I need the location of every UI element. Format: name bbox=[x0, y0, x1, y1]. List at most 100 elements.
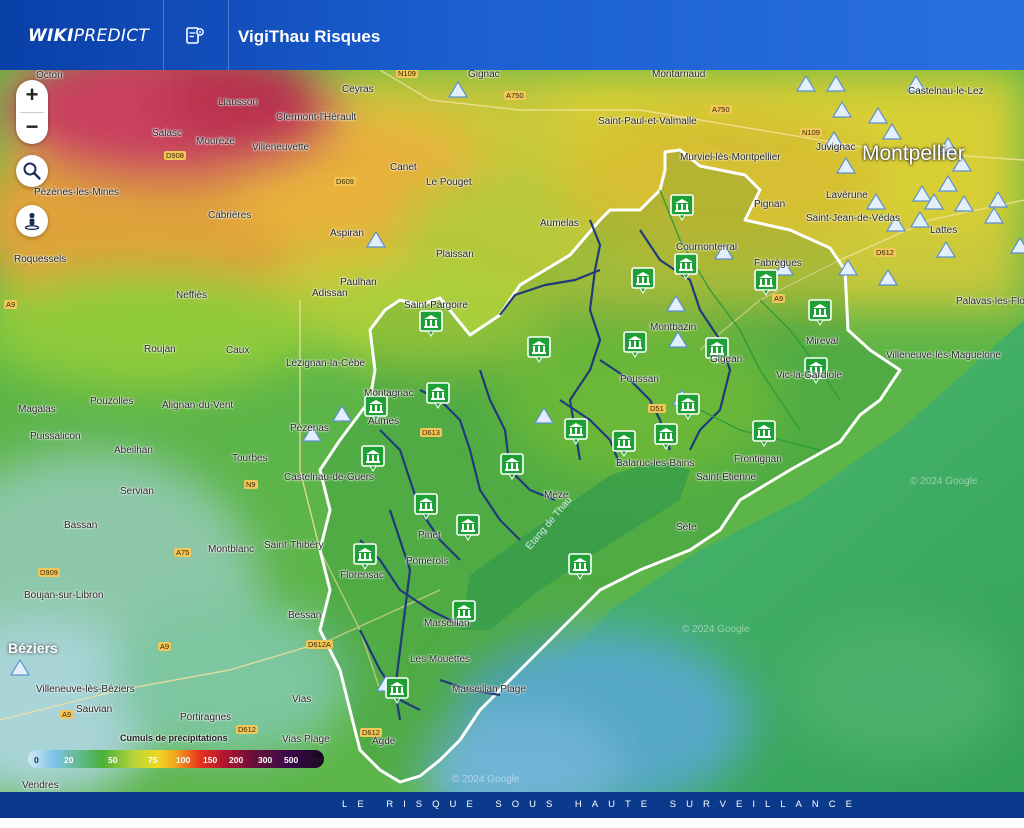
map-view[interactable]: © 2024 Google © 2024 Google © 2024 Googl… bbox=[0, 70, 1024, 792]
warning-triangle-icon[interactable] bbox=[951, 154, 973, 172]
warning-triangle-icon[interactable] bbox=[905, 74, 927, 92]
building-station-icon[interactable] bbox=[612, 430, 636, 457]
warning-triangle-icon[interactable] bbox=[365, 230, 387, 248]
building-station-icon[interactable] bbox=[623, 331, 647, 358]
building-station-icon[interactable] bbox=[419, 310, 443, 337]
warning-triangle-icon[interactable] bbox=[865, 192, 887, 210]
road-label: N109 bbox=[800, 128, 822, 137]
building-station-icon[interactable] bbox=[705, 337, 729, 364]
warning-triangle-icon[interactable] bbox=[9, 658, 31, 676]
warning-triangle-icon[interactable] bbox=[837, 258, 859, 276]
place-label: Villeneuve-lès-Béziers bbox=[36, 684, 135, 695]
place-label: Frontignan bbox=[734, 454, 782, 465]
warning-triangle-icon[interactable] bbox=[667, 330, 689, 348]
warning-triangle-icon[interactable] bbox=[983, 206, 1005, 224]
warning-triangle-icon[interactable] bbox=[795, 74, 817, 92]
building-station-icon[interactable] bbox=[752, 420, 776, 447]
building-station-icon[interactable] bbox=[564, 418, 588, 445]
warning-triangle-icon[interactable] bbox=[301, 424, 323, 442]
warning-triangle-icon[interactable] bbox=[909, 210, 931, 228]
warning-triangle-icon[interactable] bbox=[923, 192, 945, 210]
building-station-icon[interactable] bbox=[674, 253, 698, 280]
warning-triangle-icon[interactable] bbox=[867, 106, 889, 124]
place-label: Castelnau-de-Guers bbox=[284, 472, 375, 483]
warning-triangle-icon[interactable] bbox=[911, 184, 933, 202]
road-label: N9 bbox=[244, 480, 258, 489]
building-station-icon[interactable] bbox=[500, 453, 524, 480]
zoom-out-button[interactable]: − bbox=[25, 114, 39, 139]
place-label: Montblanc bbox=[208, 544, 255, 555]
warning-triangle-icon[interactable] bbox=[1009, 236, 1024, 254]
legend-tick-label: 150 bbox=[203, 755, 218, 765]
place-label: Lavérune bbox=[826, 190, 868, 201]
building-station-icon[interactable] bbox=[414, 493, 438, 520]
building-station-icon[interactable] bbox=[385, 677, 409, 704]
place-label: Pinet bbox=[418, 530, 441, 541]
building-station-icon[interactable] bbox=[456, 514, 480, 541]
road-label: D908 bbox=[164, 151, 186, 160]
place-label: Clermont-l'Hérault bbox=[276, 112, 357, 123]
legend-tick-label: 75 bbox=[148, 755, 158, 765]
building-station-icon[interactable] bbox=[670, 194, 694, 221]
place-label: Lézignan-la-Cèbe bbox=[286, 358, 365, 369]
place-label: Neffiès bbox=[176, 290, 207, 301]
warning-triangle-icon[interactable] bbox=[823, 130, 845, 148]
building-station-icon[interactable] bbox=[426, 382, 450, 409]
warning-triangle-icon[interactable] bbox=[937, 136, 959, 154]
precipitation-legend: Cumuls de précipitations 0 20 50 75 100 150 20… bbox=[24, 726, 334, 774]
warning-triangle-icon[interactable] bbox=[773, 258, 795, 276]
building-station-icon[interactable] bbox=[364, 395, 388, 422]
warning-triangle-icon[interactable] bbox=[331, 404, 353, 422]
legend-tick-label: 20 bbox=[64, 755, 74, 765]
place-label: Montbazin bbox=[650, 322, 697, 333]
warning-triangle-icon[interactable] bbox=[937, 174, 959, 192]
place-label: Bessan bbox=[288, 610, 322, 621]
warning-triangle-icon[interactable] bbox=[935, 240, 957, 258]
warning-triangle-icon[interactable] bbox=[831, 100, 853, 118]
warning-triangle-icon[interactable] bbox=[713, 242, 735, 260]
place-label: Tourbes bbox=[232, 453, 268, 464]
warning-triangle-icon[interactable] bbox=[665, 294, 687, 312]
warning-triangle-icon[interactable] bbox=[835, 156, 857, 174]
warning-triangle-icon[interactable] bbox=[953, 194, 975, 212]
warning-triangle-icon[interactable] bbox=[987, 190, 1009, 208]
person-location-icon bbox=[24, 212, 40, 231]
building-station-icon[interactable] bbox=[804, 357, 828, 384]
warning-triangle-icon[interactable] bbox=[447, 80, 469, 98]
page-bottom bbox=[0, 818, 1024, 828]
legend-unit: mm bbox=[310, 755, 325, 765]
building-station-icon[interactable] bbox=[808, 299, 832, 326]
warning-triangle-icon[interactable] bbox=[881, 122, 903, 140]
zoom-in-button[interactable]: + bbox=[25, 82, 39, 107]
place-label: Roquessels bbox=[14, 254, 67, 265]
warning-triangle-icon[interactable] bbox=[533, 406, 555, 424]
building-station-icon[interactable] bbox=[361, 445, 385, 472]
building-station-icon[interactable] bbox=[654, 423, 678, 450]
building-station-icon[interactable] bbox=[568, 553, 592, 580]
building-station-icon[interactable] bbox=[754, 269, 778, 296]
road-label: D612 bbox=[874, 248, 896, 257]
building-station-icon[interactable] bbox=[527, 336, 551, 363]
document-settings-icon[interactable] bbox=[184, 26, 206, 46]
building-station-icon[interactable] bbox=[452, 600, 476, 627]
place-label: Aumes bbox=[368, 416, 400, 427]
building-station-icon[interactable] bbox=[631, 267, 655, 294]
station-marker-layer bbox=[353, 194, 832, 704]
road-label: D613 bbox=[420, 428, 442, 437]
warning-triangle-icon[interactable] bbox=[885, 214, 907, 232]
place-label: Le Pouget bbox=[426, 177, 472, 188]
building-station-icon[interactable] bbox=[353, 543, 377, 570]
place-label: Montagnac bbox=[364, 388, 414, 399]
place-label: Florensac bbox=[340, 570, 384, 581]
warning-triangle-icon[interactable] bbox=[825, 74, 847, 92]
warning-triangle-icon[interactable] bbox=[877, 268, 899, 286]
locate-button[interactable] bbox=[16, 205, 48, 237]
wikipredict-logo[interactable]: WIKIPREDICT bbox=[28, 26, 150, 46]
place-label: Poussan bbox=[620, 374, 659, 385]
place-label: Alignan-du-Vent bbox=[162, 400, 234, 411]
building-station-icon[interactable] bbox=[676, 393, 700, 420]
road-label: A9 bbox=[4, 300, 18, 309]
header-divider bbox=[228, 0, 229, 70]
search-button[interactable] bbox=[16, 155, 48, 187]
place-label: Magalas bbox=[18, 404, 56, 415]
